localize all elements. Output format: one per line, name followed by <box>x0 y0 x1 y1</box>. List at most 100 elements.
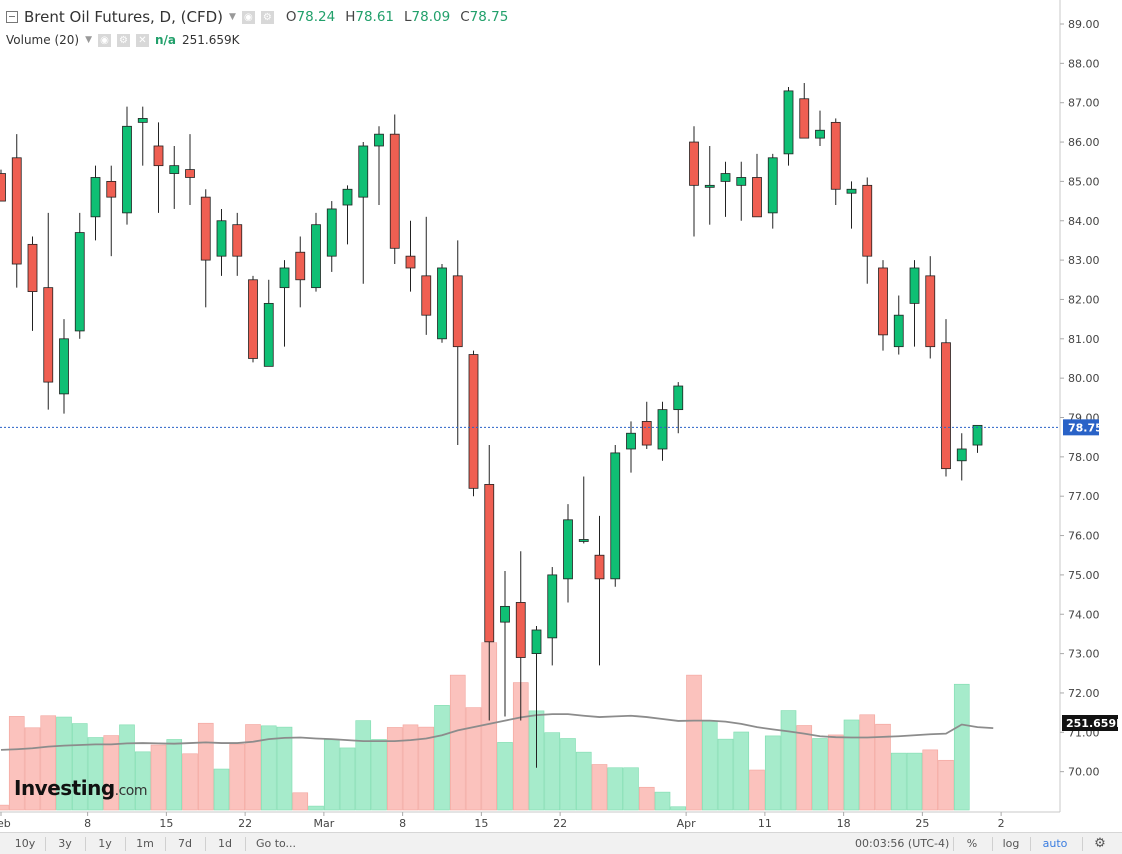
candle-body <box>169 165 180 174</box>
time-axis: Feb 8 15 22 Mar 8 15 22 Apr 11 18 25 2 <box>0 811 1060 830</box>
volume-value: 251.659K <box>182 33 240 47</box>
volume-bar <box>497 742 513 811</box>
candle-body <box>626 432 636 450</box>
symbol-title[interactable]: Brent Oil Futures, D, (CFD) <box>24 8 223 26</box>
divider <box>165 837 166 851</box>
divider <box>953 837 954 851</box>
candle-body <box>972 424 983 446</box>
volume-bar <box>717 738 734 811</box>
settings-icon[interactable]: ⚙ <box>260 10 274 24</box>
settings-icon[interactable]: ⚙ <box>117 33 130 47</box>
candles <box>0 83 983 768</box>
volume-bar <box>938 759 954 811</box>
volume-bar <box>449 674 466 811</box>
range-3y-button[interactable]: 3y <box>58 837 72 850</box>
volume-last-label: 251.659K <box>1066 717 1122 730</box>
volume-bar <box>119 724 135 811</box>
price-tick-label: 74.00 <box>1068 608 1100 621</box>
time-tick-label: 8 <box>399 817 406 830</box>
gear-icon[interactable]: ⚙ <box>1094 836 1106 851</box>
volume-bar <box>623 767 639 811</box>
eye-icon[interactable]: ◉ <box>98 33 111 47</box>
range-1m-button[interactable]: 1m <box>136 837 154 850</box>
volume-title[interactable]: Volume (20) <box>6 33 80 47</box>
candle-body <box>799 98 810 139</box>
percent-toggle[interactable]: % <box>966 837 978 850</box>
price-tick-label: 76.00 <box>1068 530 1100 543</box>
candle-body <box>216 220 227 257</box>
range-1d-button[interactable]: 1d <box>218 837 232 850</box>
candle-body <box>704 184 715 188</box>
candle-body <box>830 121 841 190</box>
volume-bar <box>323 739 340 811</box>
chevron-down-icon[interactable]: ▼ <box>85 35 92 45</box>
volume-bar <box>654 791 671 811</box>
candle-body <box>374 133 384 147</box>
volume-bar <box>953 683 970 811</box>
volume-bar <box>749 769 765 811</box>
candle-body <box>783 90 794 155</box>
time-tick-label: 15 <box>474 817 488 830</box>
candle-body <box>563 519 573 580</box>
range-1y-button[interactable]: 1y <box>98 837 112 850</box>
volume-bar <box>890 752 907 811</box>
close-icon[interactable]: ✕ <box>136 33 149 47</box>
candle-body <box>43 287 54 383</box>
ohlc-low: L78.09 <box>404 9 451 25</box>
candle-body <box>295 251 306 281</box>
divider <box>1082 837 1083 851</box>
candle-body <box>500 605 510 623</box>
divider <box>125 837 126 851</box>
price-tick-label: 82.00 <box>1068 293 1100 306</box>
volume-bar <box>371 739 387 811</box>
ohlc-values: O78.24 H78.61 L78.09 C78.75 <box>286 9 508 25</box>
auto-toggle[interactable]: auto <box>1042 837 1068 850</box>
volume-bar <box>245 724 261 811</box>
log-toggle[interactable]: log <box>1002 837 1020 850</box>
candle-body <box>74 232 85 332</box>
candle-body <box>263 302 274 367</box>
time-tick-label: Apr <box>677 817 697 830</box>
candle-body <box>248 279 258 359</box>
price-tick-label: 87.00 <box>1068 97 1100 110</box>
volume-bar <box>150 744 167 811</box>
volume-bar <box>386 727 403 811</box>
volume-bar <box>733 731 750 811</box>
volume-bar <box>922 749 939 811</box>
chevron-down-icon[interactable]: ▼ <box>228 12 236 22</box>
volume-bar <box>308 805 324 811</box>
volume-bar <box>607 767 624 811</box>
candle-body <box>311 224 321 289</box>
volume-bar <box>0 804 9 811</box>
price-tick-label: 80.00 <box>1068 372 1100 385</box>
price-tick-label: 73.00 <box>1068 648 1100 661</box>
volume-bar <box>560 738 576 811</box>
price-tick-label: 83.00 <box>1068 254 1100 267</box>
candle-body <box>437 267 447 340</box>
volume-bar <box>670 806 687 811</box>
eye-icon[interactable]: ◉ <box>241 10 255 24</box>
price-chart[interactable]: 89.00 88.00 87.00 86.00 85.00 84.00 83.00 82.00… <box>0 0 1122 832</box>
candle-body <box>641 421 652 446</box>
volume-bar <box>796 725 813 811</box>
collapse-icon[interactable] <box>6 11 18 23</box>
candle-body <box>547 574 558 639</box>
candle-body <box>893 314 904 348</box>
time-tick-label: 11 <box>758 817 772 830</box>
range-10y-button[interactable]: 10y <box>14 837 36 850</box>
range-7d-button[interactable]: 7d <box>178 837 192 850</box>
volume-bar <box>418 726 435 811</box>
candle-body <box>689 141 699 186</box>
time-tick-label: Mar <box>313 817 334 830</box>
volume-bar <box>701 720 718 811</box>
volume-bar <box>339 747 356 811</box>
bottom-toolbar: 10y 3y 1y 1m 7d 1d Go to... 00:03:56 (UT… <box>0 832 1122 854</box>
candle-body <box>106 180 117 198</box>
volume-bar <box>764 735 781 811</box>
price-tick-label: 86.00 <box>1068 136 1100 149</box>
candle-body <box>846 188 857 194</box>
clock-readout[interactable]: 00:03:56 (UTC-4) <box>855 837 950 850</box>
volume-bar <box>544 732 561 811</box>
goto-button[interactable]: Go to... <box>255 837 297 850</box>
